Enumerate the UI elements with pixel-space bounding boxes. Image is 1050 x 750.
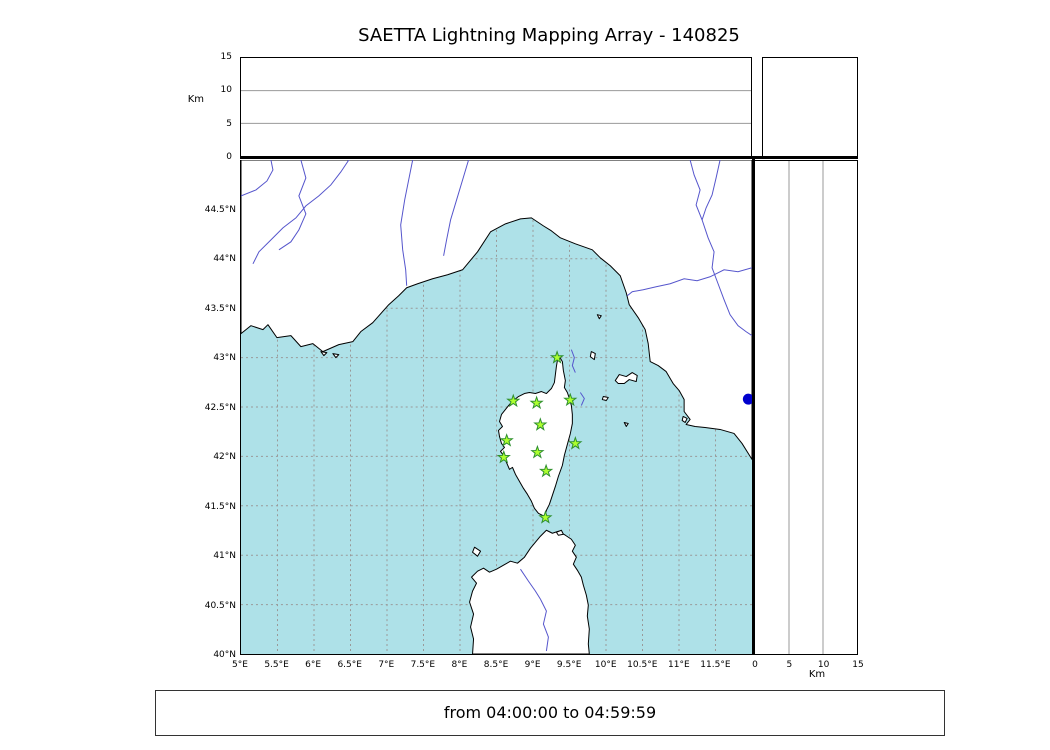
panel-separator-horizontal: [240, 156, 858, 159]
longitude-tick-label: 9°E: [524, 660, 541, 670]
longitude-tick-label: 10.5°E: [627, 660, 658, 670]
altitude-tick-label-right: 15: [852, 660, 864, 670]
river: [539, 598, 549, 652]
latitude-tick-label: 43°N: [213, 353, 236, 363]
panel-separator-vertical: [752, 156, 755, 655]
station-marker: [529, 395, 544, 410]
altitude-tick-label-right: 5: [786, 660, 793, 670]
coastline-mainland: [241, 160, 752, 460]
longitude-tick-label: 9.5°E: [556, 660, 582, 670]
coastline-island: [589, 351, 596, 361]
coastline-island: [614, 372, 638, 385]
river: [689, 160, 752, 337]
coastline-island: [681, 415, 688, 423]
station-marker: [506, 393, 521, 408]
coastline-sardinia: [469, 529, 590, 654]
river: [400, 160, 414, 286]
river: [278, 160, 307, 251]
altitude-latitude-panel: [755, 160, 858, 655]
altitude-tick-label-right: 0: [752, 660, 758, 670]
coastline-island: [332, 353, 340, 359]
coastline-island: [601, 396, 609, 402]
altitude-axis-label-right: Km: [808, 669, 826, 680]
rivers: [241, 160, 752, 652]
river: [701, 160, 721, 221]
latitude-tick-label: 40°N: [213, 650, 236, 660]
river: [520, 568, 541, 600]
latitude-tick-label: 41°N: [213, 551, 236, 561]
coastline-island: [623, 421, 629, 427]
station-marker: [568, 435, 583, 450]
lightning-source-point: [742, 393, 752, 405]
coastline-corsica: [497, 356, 573, 517]
longitude-tick-label: 10°E: [594, 660, 617, 670]
station-marker: [538, 463, 554, 478]
time-range-text: from 04:00:00 to 04:59:59: [443, 703, 657, 722]
latitude-tick-label: 42°N: [213, 452, 236, 462]
map-canvas: [241, 160, 752, 654]
river: [579, 392, 585, 406]
latitude-tick-label: 41.5°N: [204, 501, 236, 512]
station-marker: [538, 510, 553, 524]
longitude-tick-label: 11°E: [668, 660, 690, 670]
longitude-tick-label: 5°E: [232, 660, 248, 670]
latitude-tick-label: 40.5°N: [204, 600, 236, 611]
coastline-island: [472, 546, 482, 557]
altitude-tick-label-right: 10: [817, 660, 830, 670]
station-marker: [496, 449, 511, 464]
longitude-tick-label: 8.5°E: [483, 660, 509, 670]
altitude-tick-label-top: 0: [226, 152, 232, 162]
river: [252, 160, 350, 265]
latitude-tick-label: 43.5°N: [204, 303, 236, 314]
longitude-tick-label: 5.5°E: [264, 660, 289, 670]
station-marker: [530, 444, 545, 459]
altitude-tick-label-top: 15: [220, 52, 232, 62]
river: [626, 267, 752, 297]
coastline-island: [596, 314, 602, 320]
landmasses: [241, 160, 752, 654]
altitude-tick-label-top: 5: [226, 118, 232, 129]
river: [570, 349, 576, 373]
station-marker: [563, 392, 578, 407]
latitude-tick-label: 44°N: [213, 254, 236, 264]
longitude-tick-label: 11.5°E: [700, 660, 731, 670]
histogram-panel: [762, 57, 858, 157]
river: [443, 160, 470, 256]
time-range-bar: from 04:00:00 to 04:59:59: [155, 690, 945, 736]
longitude-tick-label: 6°E: [305, 660, 322, 670]
longitude-tick-label: 7.5°E: [410, 660, 436, 670]
river: [241, 160, 274, 197]
alt-lat-canvas: [788, 161, 824, 654]
latitude-tick-label: 44.5°N: [204, 204, 236, 215]
alt-lon-canvas: [241, 90, 751, 124]
altitude-axis-label-top: Km: [187, 94, 204, 105]
station-marker: [549, 350, 565, 364]
coastline-island: [555, 529, 564, 536]
longitude-tick-label: 8°E: [451, 660, 468, 670]
longitude-tick-label: 7°E: [378, 660, 395, 670]
coastline-island: [320, 351, 328, 357]
longitude-tick-label: 6.5°E: [337, 660, 362, 670]
altitude-longitude-panel: [240, 57, 752, 157]
latitude-tick-label: 42.5°N: [204, 402, 236, 413]
station-marker: [499, 433, 514, 447]
lma-stations: [496, 350, 583, 524]
station-marker: [533, 417, 548, 431]
figure-title: SAETTA Lightning Mapping Array - 140825: [358, 25, 740, 46]
altitude-tick-label-top: 10: [220, 85, 232, 96]
plan-view-map-panel: [240, 160, 752, 655]
